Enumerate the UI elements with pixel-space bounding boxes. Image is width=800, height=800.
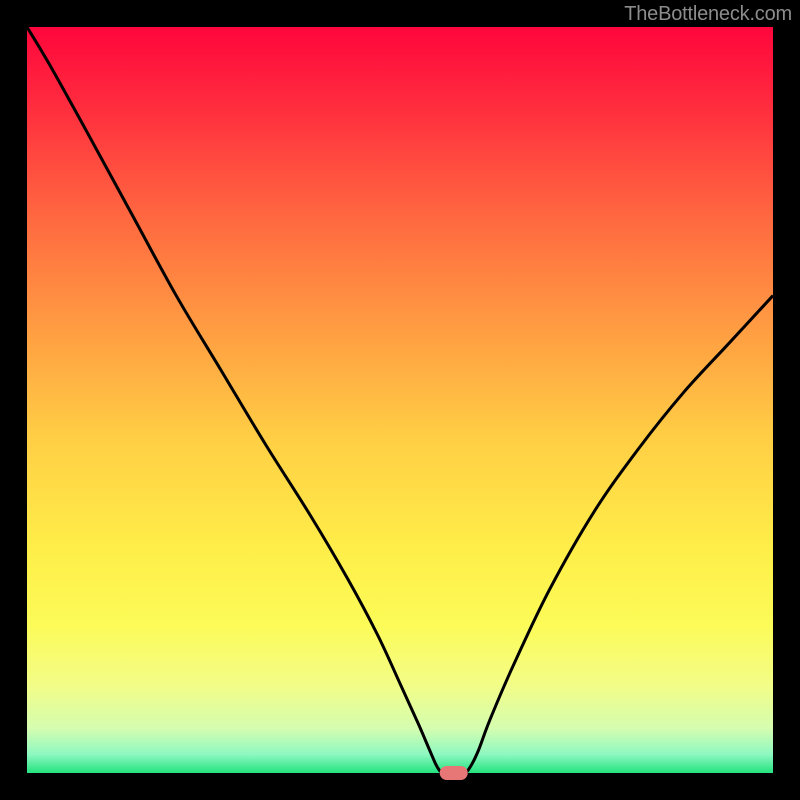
optimal-marker [440, 767, 467, 780]
bottleneck-chart [0, 0, 800, 800]
plot-background [27, 27, 773, 773]
chart-container: TheBottleneck.com [0, 0, 800, 800]
watermark-text: TheBottleneck.com [624, 3, 792, 26]
